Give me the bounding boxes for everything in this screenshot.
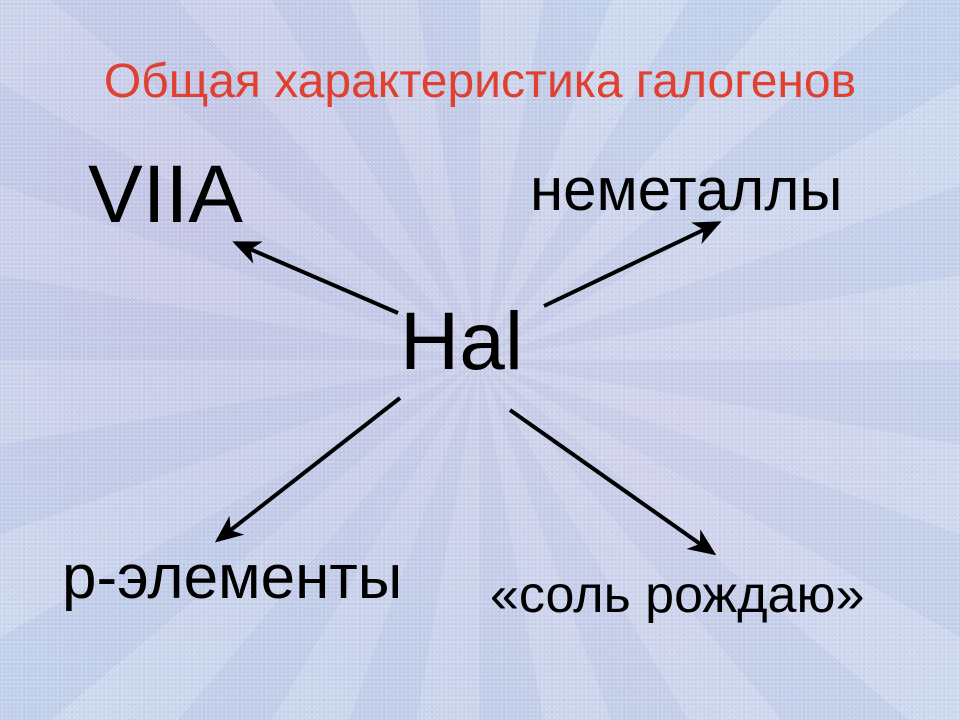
node-nonmetals: неметаллы [530,155,842,224]
node-p-elements: р-элементы [62,542,402,613]
page-title: Общая характеристика галогенов [0,54,960,109]
node-salt: «соль рождаю» [490,565,864,625]
center-node-hal: Hal [400,295,523,389]
arrow-nonmetals [544,223,718,306]
arrow-viia [236,243,398,313]
arrow-salt [510,410,713,553]
node-viia: VIIA [88,148,243,242]
arrow-p_elements [218,398,400,540]
